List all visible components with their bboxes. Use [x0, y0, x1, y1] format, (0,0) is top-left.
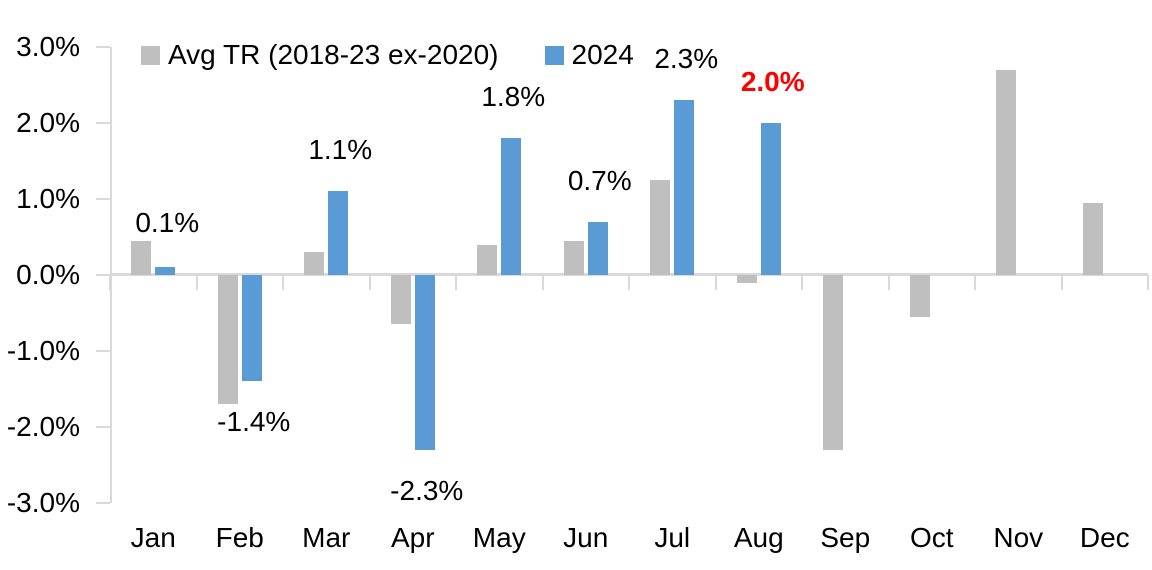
x-axis-label-jan: Jan	[130, 522, 176, 553]
data-label-apr: -2.3%	[390, 474, 464, 506]
data-label-jun: 0.7%	[567, 164, 632, 196]
legend-item-2024: 2024	[544, 38, 634, 72]
data-label-feb: -1.4%	[217, 406, 291, 438]
x-axis-tick	[628, 275, 630, 290]
legend-label-2024: 2024	[571, 39, 634, 70]
bar-avg-tr-dec	[1082, 202, 1103, 275]
bar-2024-may	[501, 138, 522, 275]
x-axis-label-may: May	[472, 522, 526, 553]
x-axis-tick	[282, 275, 284, 290]
bar-2024-feb	[241, 275, 262, 382]
bar-avg-tr-may	[477, 244, 498, 275]
x-axis-tick	[455, 275, 457, 290]
legend-marker-2024	[544, 45, 564, 65]
bar-avg-tr-oct	[909, 275, 930, 317]
x-axis-label-dec: Dec	[1079, 522, 1130, 553]
y-axis-tick-label-6: -3.0%	[6, 487, 80, 518]
y-axis-tick-label-3: 0.0%	[16, 259, 80, 290]
bar-avg-tr-jan	[131, 240, 152, 275]
bar-avg-tr-nov	[996, 69, 1017, 275]
y-axis-tick-label-5: -2.0%	[6, 411, 80, 442]
bar-2024-mar	[328, 191, 349, 275]
bar-avg-tr-apr	[390, 275, 411, 325]
bar-avg-tr-mar	[304, 252, 325, 275]
x-axis-tick	[887, 275, 890, 290]
data-label-jan: 0.1%	[135, 206, 200, 238]
x-axis-label-aug: Aug	[733, 522, 784, 553]
y-axis-tick	[96, 274, 110, 276]
legend: Avg TR (2018-23 ex-2020) 2024	[141, 38, 634, 72]
x-axis-tick	[974, 275, 976, 290]
y-axis-tick	[96, 426, 110, 428]
bar-avg-tr-jun	[563, 240, 584, 275]
y-axis-tick	[96, 46, 110, 48]
x-axis-label-feb: Feb	[215, 522, 264, 553]
bar-2024-aug	[760, 123, 781, 275]
x-axis-label-nov: Nov	[993, 522, 1044, 553]
x-axis-tick	[109, 275, 111, 290]
bar-avg-tr-sep	[823, 275, 844, 450]
x-axis-label-mar: Mar	[302, 522, 351, 553]
data-label-mar: 1.1%	[308, 134, 373, 166]
y-axis-tick	[96, 502, 110, 504]
x-axis-tick	[714, 275, 717, 290]
bar-avg-tr-jul	[650, 180, 671, 275]
bar-2024-jun	[587, 221, 608, 275]
x-axis-line	[110, 273, 1148, 276]
y-axis-tick-label-4: -1.0%	[6, 335, 80, 366]
x-axis-label-jul: Jul	[654, 522, 691, 553]
x-axis-tick	[368, 275, 371, 290]
x-axis-tick	[1147, 275, 1149, 290]
bar-2024-apr	[414, 275, 435, 450]
legend-label-avg-tr: Avg TR (2018-23 ex-2020)	[168, 39, 499, 70]
y-axis-tick	[96, 122, 110, 124]
legend-marker-avg-tr	[141, 45, 160, 65]
x-axis-tick	[1060, 275, 1063, 290]
data-label-jul: 2.3%	[654, 43, 719, 75]
y-axis-tick	[96, 350, 110, 352]
bar-2024-jul	[674, 100, 695, 275]
legend-item-avg-tr: Avg TR (2018-23 ex-2020)	[141, 38, 499, 72]
x-axis-label-oct: Oct	[909, 522, 954, 553]
x-axis-label-jun: Jun	[563, 522, 609, 553]
x-axis-tick	[541, 275, 544, 290]
y-axis-tick-label-1: 2.0%	[16, 107, 80, 138]
bar-2024-jan	[155, 267, 176, 275]
x-axis-label-sep: Sep	[820, 522, 871, 553]
bar-avg-tr-aug	[736, 275, 757, 283]
y-axis-tick	[96, 198, 110, 200]
x-axis-tick	[801, 275, 803, 290]
y-axis-tick-label-2: 1.0%	[16, 183, 80, 214]
data-label-aug: 2.0%	[740, 66, 805, 97]
data-label-may: 1.8%	[481, 81, 546, 113]
bar-avg-tr-feb	[217, 275, 238, 405]
y-axis-tick-label-0: 3.0%	[16, 31, 80, 62]
x-axis-tick	[195, 275, 198, 290]
x-axis-label-apr: Apr	[390, 522, 435, 553]
